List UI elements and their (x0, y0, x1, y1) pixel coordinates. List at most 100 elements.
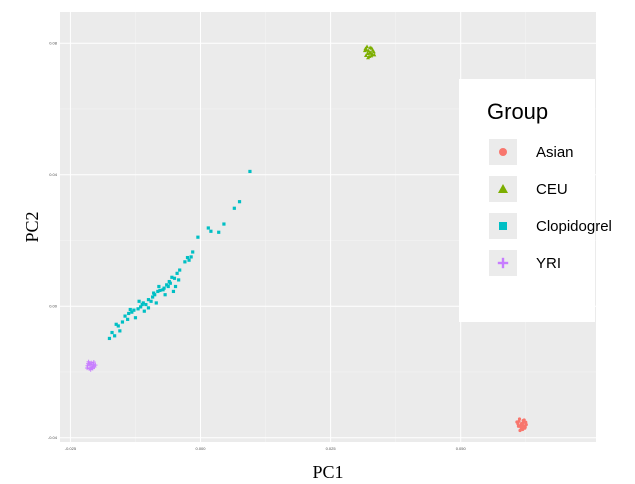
x-tick-label: 0.025 (326, 446, 337, 451)
point-yri (88, 367, 93, 372)
point-ceu (366, 55, 371, 60)
point-yri (91, 360, 96, 365)
y-tick-label: 0.08 (49, 41, 58, 46)
point-clopidogrel (123, 314, 127, 318)
point-clopidogrel (222, 222, 226, 226)
point-ceu (365, 44, 370, 49)
point-ceu (362, 48, 367, 53)
point-clopidogrel (167, 279, 171, 284)
point-clopidogrel (146, 298, 151, 302)
point-clopidogrel (141, 301, 145, 305)
legend-title: Group (487, 99, 548, 124)
point-clopidogrel (114, 322, 118, 326)
point-asian (519, 421, 524, 426)
legend-label-yri: YRI (536, 255, 561, 272)
y-tick-label: 0.00 (49, 304, 58, 309)
point-clopidogrel (170, 275, 174, 279)
point-yri (85, 363, 90, 368)
point-clopidogrel (237, 200, 242, 204)
legend-key-clopidogrel (499, 222, 507, 230)
legend: Group Asian CEU Clopidogrel YRI (459, 79, 612, 322)
point-clopidogrel (139, 305, 143, 309)
point-yri (84, 365, 90, 371)
legend-key-asian (499, 148, 507, 156)
point-clopidogrel (144, 302, 148, 307)
point-clopidogrel (175, 271, 179, 275)
point-clopidogrel (133, 316, 138, 320)
point-clopidogrel (232, 206, 236, 210)
point-ceu (367, 51, 372, 55)
x-axis-title: PC1 (312, 462, 343, 482)
point-ceu (372, 52, 377, 57)
point-clopidogrel (158, 288, 162, 293)
points-layer (84, 44, 528, 433)
y-axis-title: PC2 (22, 211, 42, 242)
point-clopidogrel (152, 291, 156, 295)
point-clopidogrel (206, 226, 210, 230)
point-yri (91, 362, 96, 367)
point-clopidogrel (191, 250, 195, 254)
point-ceu (363, 46, 368, 51)
point-clopidogrel (107, 336, 112, 341)
point-clopidogrel (120, 320, 125, 324)
x-tick-label: 0.050 (456, 446, 467, 451)
point-yri (87, 361, 92, 366)
point-asian (524, 420, 528, 424)
point-ceu (363, 53, 368, 57)
point-clopidogrel (128, 307, 132, 312)
y-tick-label: -0.04 (48, 435, 58, 440)
legend-key-yri (497, 257, 509, 269)
point-ceu (370, 48, 375, 52)
point-clopidogrel (146, 306, 151, 310)
point-clopidogrel (137, 299, 141, 303)
x-tick-label: 0.000 (195, 446, 206, 451)
point-clopidogrel (127, 311, 131, 316)
point-asian (521, 419, 525, 423)
point-clopidogrel (173, 284, 178, 289)
point-clopidogrel (183, 260, 187, 264)
point-clopidogrel (156, 289, 160, 294)
y-tick-label: 0.04 (49, 172, 58, 177)
point-clopidogrel (171, 289, 176, 294)
point-clopidogrel (163, 293, 167, 297)
point-clopidogrel (178, 268, 182, 272)
point-clopidogrel (132, 308, 136, 312)
point-asian (519, 425, 523, 430)
point-yri (90, 366, 95, 371)
point-clopidogrel (113, 334, 117, 338)
point-clopidogrel (196, 235, 200, 239)
point-clopidogrel (110, 330, 114, 335)
point-clopidogrel (140, 302, 144, 307)
point-clopidogrel (248, 169, 252, 174)
legend-items: Asian CEU Clopidogrel YRI (489, 139, 612, 276)
point-clopidogrel (166, 284, 170, 289)
point-asian (515, 420, 519, 424)
point-yri (93, 362, 98, 368)
point-clopidogrel (142, 309, 146, 313)
point-clopidogrel (130, 310, 134, 314)
point-clopidogrel (168, 281, 172, 285)
point-clopidogrel (177, 278, 181, 282)
point-clopidogrel (189, 255, 193, 259)
point-asian (523, 426, 527, 430)
point-clopidogrel (149, 299, 153, 303)
point-clopidogrel (162, 286, 166, 290)
legend-box (459, 79, 595, 322)
point-clopidogrel (136, 307, 140, 311)
ticks-layer: -0.025 0.000 0.025 0.050 -0.04 0.00 0.04 0.08 (48, 41, 467, 451)
point-clopidogrel (187, 258, 191, 262)
legend-key-ceu (498, 184, 508, 193)
point-clopidogrel (172, 276, 177, 280)
point-clopidogrel (118, 329, 122, 333)
point-clopidogrel (165, 283, 169, 287)
point-ceu (368, 45, 373, 50)
point-asian (516, 424, 521, 428)
point-asian (517, 417, 522, 421)
legend-label-clopidogrel: Clopidogrel (536, 218, 612, 235)
point-clopidogrel (161, 288, 165, 292)
point-clopidogrel (209, 229, 213, 233)
point-clopidogrel (217, 230, 221, 234)
point-clopidogrel (116, 324, 120, 328)
